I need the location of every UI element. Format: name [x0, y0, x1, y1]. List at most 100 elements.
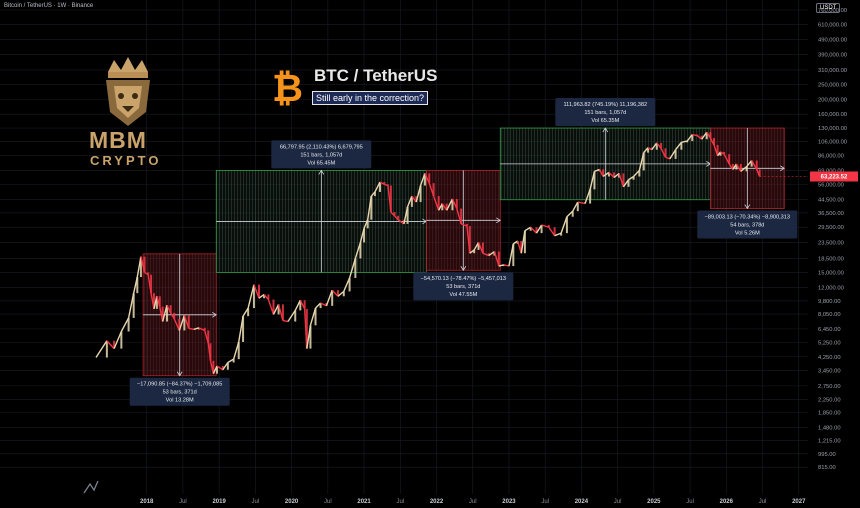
price-candle [535, 227, 538, 234]
price-candle [252, 284, 255, 309]
price-candle [647, 147, 650, 153]
price-candle [105, 340, 108, 358]
price-segment [95, 340, 108, 358]
current-price-badge [810, 171, 858, 182]
price-candle [197, 327, 200, 330]
price-candle [281, 304, 284, 321]
price-candle [739, 163, 742, 172]
price-candle [593, 171, 596, 190]
price-candle [294, 310, 297, 322]
price-candle [607, 172, 610, 177]
y-tick-label: 490,000.00 [818, 37, 847, 43]
price-candle [627, 179, 630, 187]
price-candle [277, 304, 280, 315]
price-candle [477, 242, 480, 250]
measure-label-text: Vol 65.35M [591, 118, 619, 124]
price-candle [445, 203, 448, 211]
chart-title: BTC / TetherUS [314, 66, 438, 85]
price-candle [487, 253, 490, 256]
price-candle [719, 151, 722, 156]
price-candle [602, 169, 605, 177]
price-candle [415, 196, 418, 203]
price-candle [468, 226, 471, 254]
y-tick-label: 1,215.00 [818, 438, 841, 444]
price-candle [150, 274, 153, 294]
y-tick-label: 1,850.00 [818, 410, 841, 416]
price-candle [242, 316, 245, 342]
measure-arrowhead-v-m2 [318, 169, 325, 175]
price-candle [674, 149, 677, 159]
measure-label-text: 151 bars, 1,057d [584, 110, 626, 116]
price-segment [577, 201, 586, 205]
measure-arrowhead-h-m3 [496, 217, 502, 224]
price-candle [451, 198, 454, 211]
price-candle [419, 185, 422, 203]
tradingview-watermark-icon [83, 480, 99, 494]
price-candle [209, 343, 212, 361]
price-candle [155, 296, 158, 309]
price-candle [441, 203, 444, 211]
price-candle [553, 227, 556, 236]
y-tick-label: 310,000.00 [818, 68, 847, 74]
y-tick-label: 760,000.00 [818, 8, 847, 14]
measure-label-text: Vol 13.28M [166, 398, 194, 404]
price-candle [309, 325, 312, 349]
price-candle [523, 230, 526, 254]
price-candle [267, 294, 270, 300]
y-tick-label: 23,500.00 [818, 240, 844, 246]
price-candle [166, 305, 168, 322]
x-tick-label: 2026 [720, 499, 734, 505]
price-candle [565, 216, 568, 234]
price-segment [120, 317, 130, 332]
price-candle [232, 359, 235, 363]
price-candle [169, 305, 172, 313]
price-candle [221, 366, 224, 370]
x-tick-label: 2021 [357, 499, 371, 505]
price-candle [226, 362, 229, 370]
y-axis[interactable]: 760,000.00 610,000.00 490,000.00 390,000.00… [810, 8, 858, 471]
price-candle [437, 196, 440, 211]
price-candle [512, 243, 515, 267]
price-candle [540, 224, 543, 234]
price-candle [705, 132, 708, 140]
price-candle [263, 294, 266, 299]
x-axis[interactable]: 2018 Jul 2019 Jul 2020 Jul 2021 Jul 2022 Jul 2023 J… [140, 499, 806, 505]
price-candle [348, 278, 351, 292]
price-segment [287, 310, 296, 322]
measure-label-text: Vol 65.45M [307, 160, 335, 166]
x-tick-label: 2023 [502, 499, 516, 505]
measure-label-text: −17,090.85 (−84.37%) −1,709,085 [137, 382, 222, 388]
price-candle [745, 166, 748, 172]
price-candle [460, 208, 463, 224]
price-candle [520, 241, 523, 254]
x-tick-label: Jul [686, 499, 694, 505]
price-candle [455, 198, 458, 209]
y-tick-label: 6,450.00 [818, 327, 841, 333]
y-tick-label: 130,000.00 [818, 126, 847, 132]
x-tick-label: Jul [396, 499, 404, 505]
x-tick-label: 2019 [212, 499, 226, 505]
price-candle [319, 302, 322, 309]
price-segment [113, 331, 123, 349]
price-candle [642, 152, 645, 171]
price-candle [120, 331, 123, 349]
y-tick-label: 1,480.00 [818, 425, 841, 431]
price-candle [712, 138, 715, 145]
measure-label-text: 53 bars, 371d [446, 284, 480, 290]
x-tick-label: 2027 [792, 499, 806, 505]
measure-arrowhead-v-m5 [744, 204, 751, 210]
price-candle [560, 233, 563, 236]
price-candle [272, 299, 275, 315]
currency-badge[interactable]: USDT [816, 3, 841, 13]
x-tick-label: 2024 [575, 499, 589, 505]
price-candle [173, 312, 176, 319]
price-candle [305, 308, 308, 349]
price-candle [207, 330, 210, 344]
price-candle [497, 251, 500, 267]
price-candle [373, 191, 376, 197]
price-candle [113, 340, 116, 349]
x-tick-label: 2018 [140, 499, 154, 505]
price-candle [432, 183, 435, 197]
measure-label-text: 151 bars, 1,057d [300, 152, 342, 158]
